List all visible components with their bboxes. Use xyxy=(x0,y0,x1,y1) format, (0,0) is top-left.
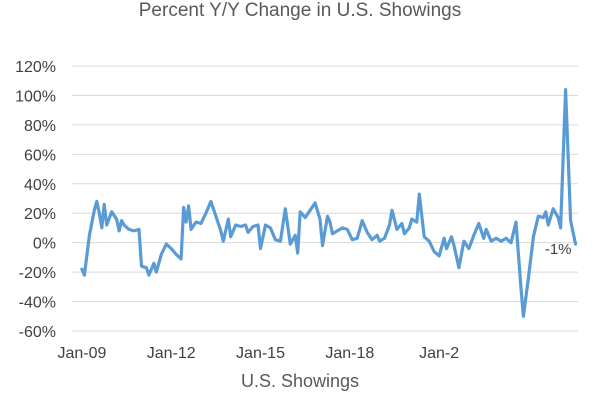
y-tick-label: -40% xyxy=(19,295,56,312)
x-tick-label: Jan-2 xyxy=(419,345,459,362)
gridlines xyxy=(72,65,578,332)
x-tick-label: Jan-15 xyxy=(236,345,285,362)
chart-title: Percent Y/Y Change in U.S. Showings xyxy=(138,0,462,21)
y-tick-label: 60% xyxy=(24,147,56,164)
y-tick-label: 40% xyxy=(24,177,56,194)
x-axis: Jan-09 Jan-12 Jan-15 Jan-18 Jan-2 xyxy=(57,345,459,362)
y-tick-label: -20% xyxy=(19,265,56,282)
y-tick-label: 100% xyxy=(15,88,56,105)
y-axis: -60% -40% -20% 0% 20% 40% 60% 80% 100% 120% xyxy=(15,59,56,341)
y-tick-label: 80% xyxy=(24,118,56,135)
y-tick-label: 20% xyxy=(24,206,56,223)
y-tick-label: -60% xyxy=(19,324,56,341)
chart-caption: U.S. Showings xyxy=(240,371,360,391)
y-tick-label: 120% xyxy=(15,59,56,76)
data-label: -1% xyxy=(545,241,572,258)
y-tick-label: 0% xyxy=(33,236,56,253)
x-tick-label: Jan-12 xyxy=(147,345,196,362)
series-line xyxy=(80,88,578,318)
x-tick-label: Jan-09 xyxy=(57,345,106,362)
series-layer xyxy=(80,88,578,318)
annotation-layer: -1% xyxy=(545,241,572,258)
x-tick-label: Jan-18 xyxy=(325,345,374,362)
